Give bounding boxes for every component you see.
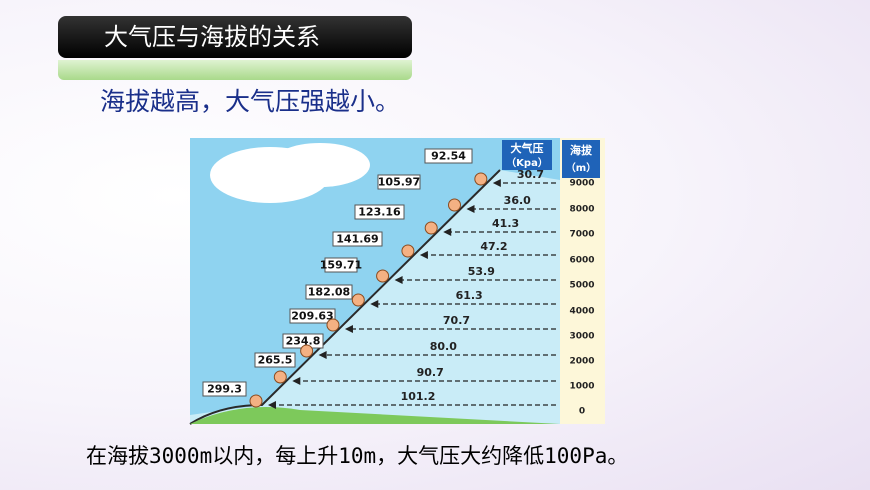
left-label-box [354,204,405,220]
arrow-head [466,205,475,213]
altitude-label: 9000 [569,179,594,189]
altitude-label: 5000 [569,281,594,291]
climber [326,318,340,332]
pressure-label: 47.2 [480,240,507,253]
altitude-label: 3000 [569,332,594,342]
left-label: 209.63 [291,310,333,323]
pressure-label: 90.7 [417,366,444,379]
pressure-label: 41.3 [492,217,519,230]
left-label: 182.08 [308,286,350,299]
climber [300,344,314,358]
left-label-box [324,257,358,273]
climber [249,394,263,408]
left-label: 299.3 [207,383,242,396]
arrow-head [492,179,501,187]
left-label: 92.54 [431,150,466,163]
pressure-unit: （Kpa） [506,156,548,169]
arrow-head [292,377,301,385]
altitude-column [560,138,605,424]
left-label-box [424,148,473,164]
left-label: 123.16 [358,206,401,219]
ground [190,407,560,424]
climber [351,293,365,307]
arrow-head [419,251,428,259]
altitude-label: 2000 [569,357,594,367]
left-label-box [332,231,383,247]
left-label-box [289,308,336,324]
left-label-box [305,284,353,300]
altitude-label: 0 [579,407,585,417]
climber [424,221,438,235]
pressure-label: 70.7 [443,314,470,327]
left-label-box [202,381,247,397]
arrow-head [318,351,327,359]
arrow-head [394,276,403,284]
altitude-label: 7000 [569,230,594,240]
left-label: 141.69 [336,233,378,246]
climber [273,370,287,384]
climber [474,172,488,186]
left-label-box [377,174,421,190]
climber [401,244,415,258]
left-label: 265.5 [258,354,293,367]
pressure-label: 80.0 [430,340,457,353]
pressure-label: 101.2 [401,390,436,403]
pressure-label: 53.9 [468,265,495,278]
altitude-header: 海拔 [570,143,593,157]
pressure-header-box [502,140,552,170]
arrow-head [268,401,276,409]
mountain [190,170,560,424]
left-label: 105.97 [378,176,420,189]
arrow-head [443,228,452,236]
altitude-label: 4000 [569,307,594,317]
pressure-label: 36.0 [504,194,531,207]
left-label: 159.71 [320,259,362,272]
altitude-label: 6000 [569,256,594,266]
footer: 在海拔3000m以内，每上升10m，大气压大约降低100Pa。 [86,444,629,468]
pressure-header: 大气压 [511,141,544,155]
altitude-unit: （m） [566,161,596,174]
pressure-label: 30.7 [517,168,544,181]
pressure-label: 61.3 [456,289,483,302]
left-label: 234.8 [286,335,321,348]
climber [376,269,390,283]
altitude-label: 1000 [569,382,594,392]
altitude-label: 8000 [569,205,594,215]
climber [448,198,462,212]
arrow-head [370,300,379,308]
title-underline [58,60,412,80]
cloud [270,143,370,187]
left-label-box [254,352,296,368]
arrow-head [344,325,353,333]
title: 大气压与海拔的关系 [58,16,412,58]
slope [189,169,501,425]
subtitle: 海拔越高，大气压强越小。 [100,87,401,116]
altitude-header-box [562,140,600,178]
